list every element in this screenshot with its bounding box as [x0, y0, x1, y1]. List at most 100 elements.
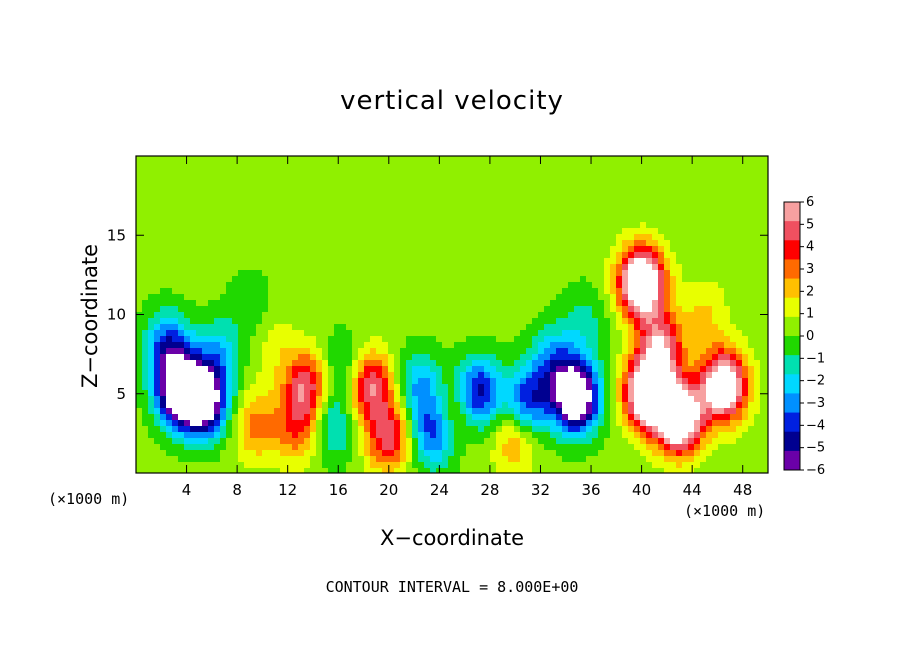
- heatmap-cell: [652, 210, 659, 217]
- heatmap-cell: [250, 414, 257, 421]
- heatmap-cell: [598, 378, 605, 385]
- heatmap-cell: [508, 252, 515, 259]
- heatmap-cell: [136, 222, 143, 229]
- heatmap-cell: [454, 174, 461, 181]
- heatmap-cell: [670, 186, 677, 193]
- heatmap-cell: [232, 384, 239, 391]
- heatmap-cell: [544, 186, 551, 193]
- heatmap-cell: [700, 360, 707, 367]
- heatmap-cell: [352, 228, 359, 235]
- heatmap-cell: [700, 240, 707, 247]
- heatmap-cell: [724, 294, 731, 301]
- heatmap-cell: [550, 300, 557, 307]
- heatmap-cell: [370, 300, 377, 307]
- heatmap-cell: [286, 282, 293, 289]
- heatmap-cell: [310, 384, 317, 391]
- heatmap-cell: [760, 342, 767, 349]
- heatmap-cell: [472, 372, 479, 379]
- heatmap-cell: [760, 156, 767, 163]
- heatmap-cell: [712, 396, 719, 403]
- heatmap-cell: [160, 294, 167, 301]
- heatmap-cell: [736, 402, 743, 409]
- heatmap-cell: [700, 306, 707, 313]
- heatmap-cell: [352, 258, 359, 265]
- heatmap-cell: [682, 432, 689, 439]
- heatmap-cell: [466, 336, 473, 343]
- heatmap-cell: [616, 342, 623, 349]
- heatmap-cell: [550, 210, 557, 217]
- heatmap-cell: [670, 348, 677, 355]
- heatmap-cell: [322, 354, 329, 361]
- heatmap-cell: [202, 330, 209, 337]
- heatmap-cell: [538, 342, 545, 349]
- heatmap-cell: [514, 288, 521, 295]
- heatmap-cell: [646, 330, 653, 337]
- heatmap-cell: [322, 288, 329, 295]
- heatmap-cell: [334, 414, 341, 421]
- heatmap-cell: [538, 162, 545, 169]
- heatmap-cell: [418, 390, 425, 397]
- heatmap-cell: [580, 432, 587, 439]
- heatmap-cell: [526, 396, 533, 403]
- heatmap-cell: [142, 204, 149, 211]
- heatmap-cell: [766, 168, 768, 175]
- heatmap-cell: [760, 216, 767, 223]
- heatmap-cell: [466, 252, 473, 259]
- heatmap-cell: [490, 156, 497, 163]
- heatmap-cell: [742, 270, 749, 277]
- heatmap-cell: [418, 396, 425, 403]
- heatmap-cell: [322, 336, 329, 343]
- heatmap-cell: [682, 360, 689, 367]
- heatmap-cell: [280, 198, 287, 205]
- heatmap-cell: [640, 240, 647, 247]
- heatmap-cell: [568, 204, 575, 211]
- heatmap-cell: [358, 408, 365, 415]
- heatmap-cell: [292, 288, 299, 295]
- heatmap-cell: [412, 396, 419, 403]
- heatmap-cell: [322, 264, 329, 271]
- heatmap-cell: [424, 384, 431, 391]
- heatmap-cell: [754, 204, 761, 211]
- heatmap-cell: [358, 426, 365, 433]
- heatmap-cell: [406, 192, 413, 199]
- heatmap-cell: [556, 300, 563, 307]
- heatmap-cell: [436, 408, 443, 415]
- heatmap-cell: [478, 276, 485, 283]
- heatmap-cell: [310, 294, 317, 301]
- heatmap-cell: [664, 390, 671, 397]
- heatmap-cell: [706, 216, 713, 223]
- heatmap-cell: [706, 300, 713, 307]
- heatmap-cell: [538, 324, 545, 331]
- heatmap-cell: [604, 174, 611, 181]
- heatmap-cell: [640, 234, 647, 241]
- heatmap-cell: [616, 270, 623, 277]
- heatmap-cell: [550, 270, 557, 277]
- heatmap-cell: [616, 198, 623, 205]
- heatmap-cell: [310, 378, 317, 385]
- heatmap-cell: [316, 162, 323, 169]
- heatmap-cell: [736, 174, 743, 181]
- heatmap-cell: [496, 174, 503, 181]
- heatmap-cell: [334, 210, 341, 217]
- heatmap-cell: [598, 240, 605, 247]
- heatmap-cell: [424, 240, 431, 247]
- heatmap-cell: [238, 312, 245, 319]
- heatmap-cell: [520, 180, 527, 187]
- heatmap-cell: [178, 168, 185, 175]
- heatmap-cell: [376, 300, 383, 307]
- heatmap-cell: [430, 276, 437, 283]
- heatmap-cell: [160, 342, 167, 349]
- heatmap-cell: [610, 402, 617, 409]
- heatmap-cell: [184, 168, 191, 175]
- heatmap-cell: [352, 306, 359, 313]
- heatmap-cell: [262, 408, 269, 415]
- heatmap-cell: [424, 402, 431, 409]
- heatmap-cell: [514, 276, 521, 283]
- heatmap-cell: [490, 426, 497, 433]
- heatmap-cell: [640, 228, 647, 235]
- heatmap-cell: [598, 252, 605, 259]
- heatmap-cell: [220, 270, 227, 277]
- heatmap-cell: [550, 312, 557, 319]
- heatmap-cell: [244, 264, 251, 271]
- heatmap-cell: [244, 168, 251, 175]
